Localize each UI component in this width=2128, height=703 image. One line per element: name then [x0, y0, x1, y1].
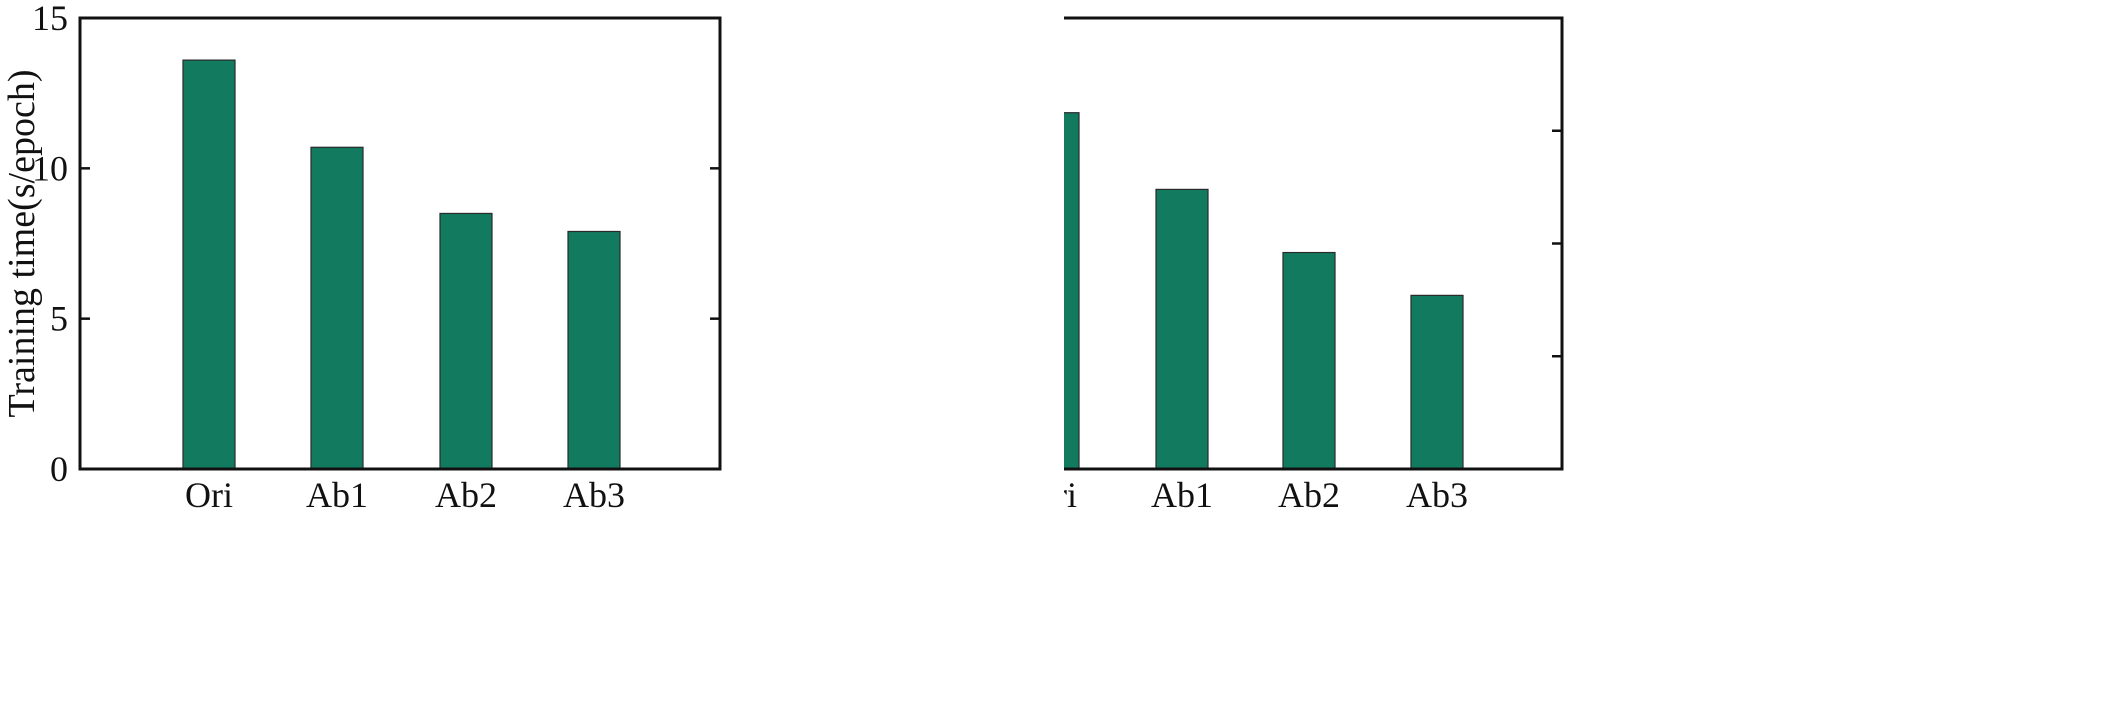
testing-bar-ab2 — [1282, 251, 1336, 470]
testing-bar-ab3 — [1410, 294, 1464, 470]
training-bar-ori — [182, 59, 236, 470]
testing-x-tick-label: Ab2 — [1278, 475, 1340, 515]
training-x-tick-label: Ab1 — [306, 475, 368, 515]
training-bar-ab2 — [439, 212, 493, 470]
training-time-chart: Ori Ab1 Ab2 Ab3 0 5 10 15 Training time(s/epoch) — [1, 0, 722, 515]
testing-x-tick-label: Ori — [1064, 475, 1077, 515]
training-bar-ab1 — [310, 146, 364, 470]
testing-x-tick-label: Ab3 — [1406, 475, 1468, 515]
testing-bar-ab1 — [1155, 188, 1209, 470]
training-x-tick-label: Ab3 — [563, 475, 625, 515]
training-plot-area: Ori Ab1 Ab2 Ab3 0 5 10 15 Training time(s/epoch) — [1, 0, 722, 515]
training-y-tick-label: 10 — [32, 148, 68, 188]
training-bar-ab3 — [567, 230, 621, 470]
testing-time-chart: OriAb1Ab2Ab300.511.52Testing time(s) — [1064, 16, 1564, 515]
testing-x-tick-label: Ab1 — [1151, 475, 1213, 515]
testing-plot-area: OriAb1Ab2Ab300.511.52Testing time(s) — [1064, 16, 1564, 515]
training-y-tick-label: 15 — [32, 0, 68, 38]
training-x-tick-label: Ori — [185, 475, 233, 515]
training-y-axis-title: Training time(s/epoch) — [1, 70, 43, 418]
testing-bar-ori — [1064, 112, 1080, 470]
training-y-tick-label: 5 — [50, 299, 68, 339]
training-axes-frame — [78, 16, 722, 471]
training-x-tick-label: Ab2 — [435, 475, 497, 515]
training-y-tick-label: 0 — [50, 449, 68, 489]
